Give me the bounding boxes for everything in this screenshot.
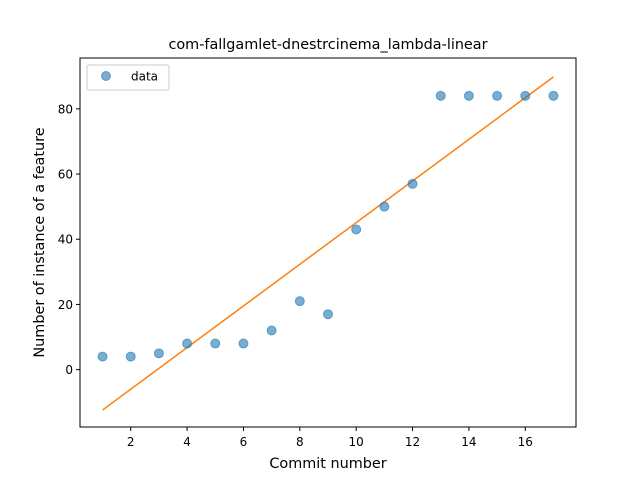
fit-line <box>102 76 554 411</box>
data-point <box>238 338 249 349</box>
data-point <box>153 348 164 359</box>
x-tick-label: 8 <box>296 435 304 449</box>
legend-label-data: data <box>131 70 158 84</box>
data-point <box>351 224 362 235</box>
y-tick-label: 20 <box>58 298 73 312</box>
x-axis: 2 4 6 8 10 12 14 16 <box>127 427 533 449</box>
data-point <box>210 338 221 349</box>
y-axis: 0 20 40 60 80 <box>58 102 80 377</box>
x-tick-label: 6 <box>240 435 248 449</box>
x-tick-label: 12 <box>405 435 420 449</box>
legend: data <box>86 64 170 91</box>
data-point <box>182 338 193 349</box>
data-point <box>294 296 305 307</box>
data-point <box>97 351 108 362</box>
y-tick-label: 40 <box>58 233 73 247</box>
x-tick-label: 16 <box>518 435 533 449</box>
x-tick-label: 2 <box>127 435 135 449</box>
y-tick-label: 60 <box>58 168 73 182</box>
data-point <box>379 201 390 212</box>
data-point <box>125 351 136 362</box>
y-axis-label: Number of instance of a feature <box>32 127 48 357</box>
series-layer <box>97 76 559 411</box>
y-tick-label: 0 <box>65 363 73 377</box>
data-point <box>435 90 446 101</box>
plot-area <box>79 57 577 428</box>
x-axis-label: Commit number <box>269 456 386 472</box>
x-tick-label: 4 <box>183 435 191 449</box>
x-tick-label: 14 <box>461 435 476 449</box>
data-point <box>407 178 418 189</box>
x-tick-label: 10 <box>349 435 364 449</box>
data-point <box>323 309 333 320</box>
axes-frame <box>79 57 577 428</box>
data-point <box>266 325 277 336</box>
data-point <box>463 90 474 101</box>
y-tick-label: 80 <box>58 102 73 116</box>
data-point <box>492 90 503 101</box>
data-point <box>520 90 531 101</box>
data-point <box>548 90 559 101</box>
legend-marker-data <box>101 71 111 81</box>
chart-title: com-fallgamlet-dnestrcinema_lambda-linea… <box>168 37 487 53</box>
